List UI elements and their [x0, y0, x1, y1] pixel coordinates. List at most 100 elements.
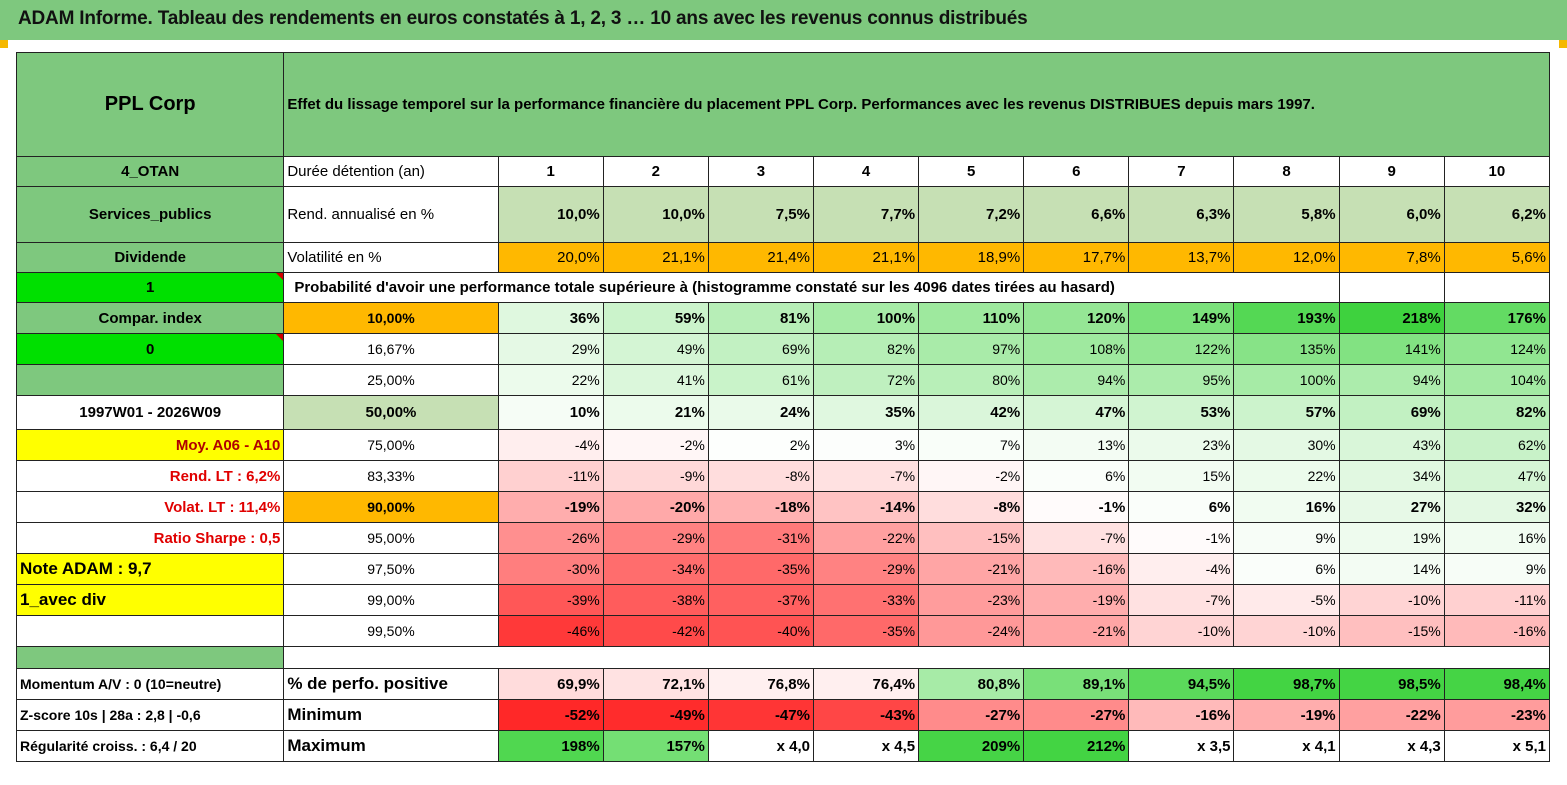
row-left-label: Z-score 10s | 28a : 2,8 | -0,6 [15, 699, 285, 731]
row-left-label: Volat. LT : 11,4% [15, 491, 285, 523]
table-cell: -26% [497, 522, 604, 554]
table-cell: 176% [1443, 302, 1551, 334]
table-cell: 100% [1233, 364, 1340, 396]
table-cell: 7,8% [1338, 242, 1445, 273]
table-cell: -18% [707, 491, 814, 523]
table-cell: 7,7% [812, 186, 920, 243]
table-cell: 218% [1338, 302, 1445, 334]
table-cell: 98,7% [1233, 668, 1340, 700]
table-cell: 22% [497, 364, 604, 396]
page-title: ADAM Informe. Tableau des rendements en … [18, 8, 1028, 29]
table-cell: 100% [812, 302, 920, 334]
row-left-label [15, 615, 285, 647]
table-cell: 98,5% [1338, 668, 1445, 700]
table-cell: -23% [1443, 699, 1551, 731]
table-cell: 61% [707, 364, 814, 396]
table-cell: 80,8% [918, 668, 1025, 700]
probability-caption: Probabilité d'avoir une performance tota… [283, 272, 1340, 303]
table-cell: 6% [1023, 460, 1130, 492]
table-cell: -34% [602, 553, 709, 585]
table-cell: 12,0% [1233, 242, 1340, 273]
table-cell: 7,2% [918, 186, 1025, 243]
table-cell: 41% [602, 364, 709, 396]
empty-cell [1443, 272, 1551, 303]
table-cell: 7% [918, 429, 1025, 461]
table-cell: 22% [1233, 460, 1340, 492]
probability-row: 0 16,67% 29% 49% 69% 82% 97% 108% 122% 135% 141% 12… [15, 333, 1551, 365]
table-cell: 6,0% [1338, 186, 1445, 243]
top-row: Services_publics Rend. annualisé en % 10,0… [15, 186, 1551, 243]
table-cell: -52% [497, 699, 604, 731]
table-cell: 16% [1233, 491, 1340, 523]
spacer-cell [283, 646, 1550, 669]
probability-row: 25,00% 22% 41% 61% 72% 80% 94% 95% 100% 94% 104% [15, 364, 1551, 396]
table-cell: 72,1% [602, 668, 709, 700]
table-cell: 30% [1233, 429, 1340, 461]
spacer-row [15, 646, 1550, 669]
spacer-cell [15, 646, 285, 669]
row-left-label: Momentum A/V : 0 (10=neutre) [15, 668, 285, 700]
row-left-label: Ratio Sharpe : 0,5 [15, 522, 285, 554]
table-cell: 21,4% [707, 242, 814, 273]
table-cell: -4% [497, 429, 604, 461]
statistics-row: Momentum A/V : 0 (10=neutre)% de perfo. … [15, 668, 1551, 700]
table-cell: -46% [497, 615, 604, 647]
table-cell: x 3,5 [1128, 730, 1235, 762]
table-cell: 53% [1128, 395, 1235, 430]
probability-row: Rend. LT : 6,2% 83,33% -11% -9% -8% -7% -2% 6% 1… [15, 460, 1551, 492]
table-cell: -22% [812, 522, 920, 554]
table-cell: 81% [707, 302, 814, 334]
table-cell: 10 [1443, 156, 1551, 187]
table-cell: -40% [707, 615, 814, 647]
table-cell: -22% [1338, 699, 1445, 731]
probability-threshold: 97,50% [283, 553, 499, 585]
table-cell: -35% [812, 615, 920, 647]
table-cell: -8% [918, 491, 1025, 523]
table-cell: 34% [1338, 460, 1445, 492]
table-cell: 47% [1443, 460, 1551, 492]
table-cell: 6 [1023, 156, 1130, 187]
probability-threshold: 50,00% [283, 395, 499, 430]
table-cell: 80% [918, 364, 1025, 396]
table-cell: 212% [1023, 730, 1130, 762]
table-cell: 7,5% [707, 186, 814, 243]
row-label: Durée détention (an) [283, 156, 499, 187]
probability-threshold: 90,00% [283, 491, 499, 523]
table-cell: 21,1% [602, 242, 709, 273]
probability-threshold: 10,00% [283, 302, 499, 334]
table-cell: 59% [602, 302, 709, 334]
table-cell: -16% [1128, 699, 1235, 731]
row-left-label: Moy. A06 - A10 [15, 429, 285, 461]
row-left-label [15, 364, 285, 396]
table-cell: 69% [707, 333, 814, 365]
table-cell: 82% [1443, 395, 1551, 430]
table-cell: 20,0% [497, 242, 604, 273]
table-cell: 6,6% [1023, 186, 1130, 243]
table-cell: 8 [1233, 156, 1340, 187]
table-cell: -7% [812, 460, 920, 492]
table-cell: 19% [1338, 522, 1445, 554]
row-label: % de perfo. positive [283, 668, 499, 700]
probability-row: 1997W01 - 2026W09 50,00% 10% 21% 24% 35% 42% 47… [15, 395, 1551, 430]
table-cell: 94% [1023, 364, 1130, 396]
table-cell: 27% [1338, 491, 1445, 523]
probability-threshold: 99,50% [283, 615, 499, 647]
table-cell: 29% [497, 333, 604, 365]
table-cell: -8% [707, 460, 814, 492]
table-cell: 10% [497, 395, 604, 430]
table-cell: x 5,1 [1443, 730, 1551, 762]
probability-row: 99,50% -46% -42% -40% -35% -24% -21% -10% -10% -1… [15, 615, 1551, 647]
table-cell: 17,7% [1023, 242, 1130, 273]
table-cell: 5,6% [1443, 242, 1551, 273]
table-cell: -1% [1128, 522, 1235, 554]
table-body: PPL Corp Effet du lissage temporel sur l… [15, 52, 1551, 762]
table-cell: 14% [1338, 553, 1445, 585]
stock-name: PPL Corp [15, 52, 285, 157]
row-left-label: 4_OTAN [15, 156, 285, 187]
table-cell: -10% [1233, 615, 1340, 647]
table-cell: -14% [812, 491, 920, 523]
table-cell: 157% [602, 730, 709, 762]
table-cell: -30% [497, 553, 604, 585]
table-cell: 15% [1128, 460, 1235, 492]
corner-marker [1559, 40, 1567, 48]
